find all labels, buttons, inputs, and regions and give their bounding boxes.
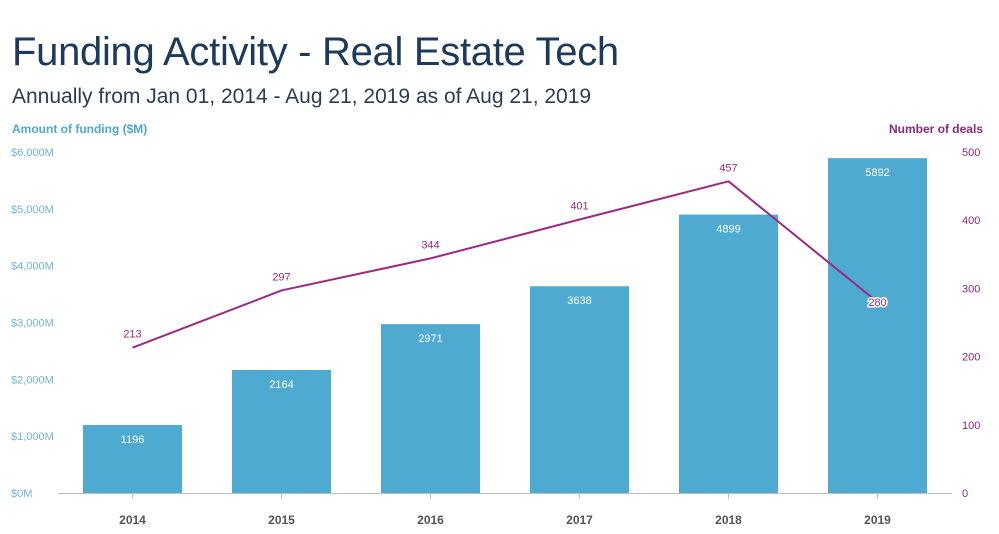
chart-subtitle: Annually from Jan 01, 2014 - Aug 21, 201…	[12, 85, 592, 108]
bar-value-label: 2164	[269, 379, 293, 391]
right-tick-label: 200	[962, 352, 980, 364]
right-tick-label: 300	[962, 283, 980, 295]
bar-value-label: 2971	[418, 333, 442, 345]
left-axis-label: Amount of funding ($M)	[12, 122, 148, 136]
right-tick-label: 100	[962, 420, 980, 432]
bar-value-label: 1196	[121, 434, 145, 446]
bar-value-labels: 1196 2164 2971 3638 4899 5892	[121, 167, 890, 446]
line-value-label: 213	[123, 329, 141, 341]
right-tick-label: 400	[962, 215, 980, 227]
left-tick-label: $0M	[11, 488, 32, 500]
x-tick-label: 2018	[715, 513, 742, 527]
left-tick-label: $1,000M	[11, 431, 54, 443]
line-series	[132, 180, 879, 349]
bar-value-label: 5892	[865, 167, 889, 179]
x-tick-label: 2016	[417, 513, 444, 527]
bar	[381, 324, 480, 493]
left-tick-label: $5,000M	[11, 204, 54, 216]
deals-line	[132, 180, 879, 349]
left-tick-label: $2,000M	[11, 374, 54, 386]
left-tick-label: $6,000M	[11, 147, 54, 159]
line-value-labels: 213 297 344 401 457 280	[123, 162, 888, 341]
bar	[530, 286, 629, 493]
line-value-label: 280	[868, 297, 886, 309]
left-tick-label: $3,000M	[11, 318, 54, 330]
bar-value-label: 4899	[716, 224, 740, 236]
line-value-label: 297	[272, 271, 290, 283]
line-value-label: 344	[421, 239, 439, 251]
bar	[828, 158, 927, 493]
x-tick-label: 2017	[566, 513, 593, 527]
bar	[232, 370, 331, 493]
x-tick-label: 2014	[119, 513, 146, 527]
right-axis-label: Number of deals	[888, 122, 983, 136]
bar-series	[83, 158, 927, 494]
left-axis-ticks: $0M $1,000M $2,000M $3,000M $4,000M $5,000M $6…	[11, 147, 54, 500]
bar-value-label: 3638	[567, 295, 591, 307]
chart-title: Funding Activity - Real Estate Tech	[12, 30, 619, 74]
x-tick-label: 2019	[864, 513, 891, 527]
bar	[679, 214, 778, 494]
right-tick-label: 500	[962, 147, 980, 159]
right-tick-label: 0	[962, 488, 968, 500]
bar	[83, 425, 182, 493]
x-tick-label: 2015	[268, 513, 295, 527]
left-tick-label: $4,000M	[11, 261, 54, 273]
x-axis-ticks: 2014 2015 2016 2017 2018 2019	[119, 493, 891, 527]
line-value-label: 457	[719, 162, 737, 174]
line-value-label: 401	[570, 201, 588, 213]
right-axis-ticks: 0 100 200 300 400 500	[962, 147, 980, 500]
